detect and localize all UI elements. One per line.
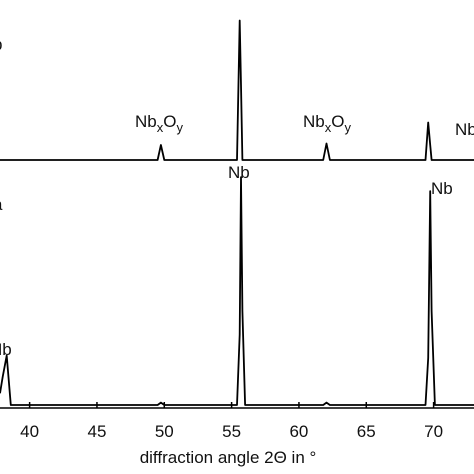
peak-label: Nb [431, 179, 453, 198]
peak-label: NbxOy [303, 112, 351, 135]
x-tick-label: 55 [222, 422, 241, 441]
x-tick-label: 40 [20, 422, 39, 441]
subscript: x [325, 120, 332, 135]
peak-label: Nb [455, 120, 474, 139]
spectrum-line [0, 19, 474, 161]
x-tick-label: 60 [289, 422, 308, 441]
panel-label: a [0, 195, 3, 214]
subscript: y [344, 120, 351, 135]
subscript: y [176, 120, 183, 135]
peak-label: NbxOy [135, 112, 183, 135]
x-tick-label: 70 [424, 422, 443, 441]
label-run: O [163, 112, 176, 131]
label-run: Nb [303, 112, 325, 131]
peak-label: Nb [228, 163, 250, 182]
label-run: Nb [135, 112, 157, 131]
peak-label: Nb [0, 340, 12, 359]
panel-label: b [0, 35, 2, 54]
label-run: O [331, 112, 344, 131]
label-run: Nb [431, 179, 453, 198]
x-tick-label: 50 [155, 422, 174, 441]
label-run: Nb [455, 120, 474, 139]
label-run: Nb [0, 340, 12, 359]
label-run: Nb [228, 163, 250, 182]
x-tick-label: 45 [87, 422, 106, 441]
spectrum-line [0, 176, 474, 406]
subscript: x [157, 120, 164, 135]
x-axis-title: diffraction angle 2Θ in ° [140, 448, 317, 467]
x-tick-label: 65 [357, 422, 376, 441]
